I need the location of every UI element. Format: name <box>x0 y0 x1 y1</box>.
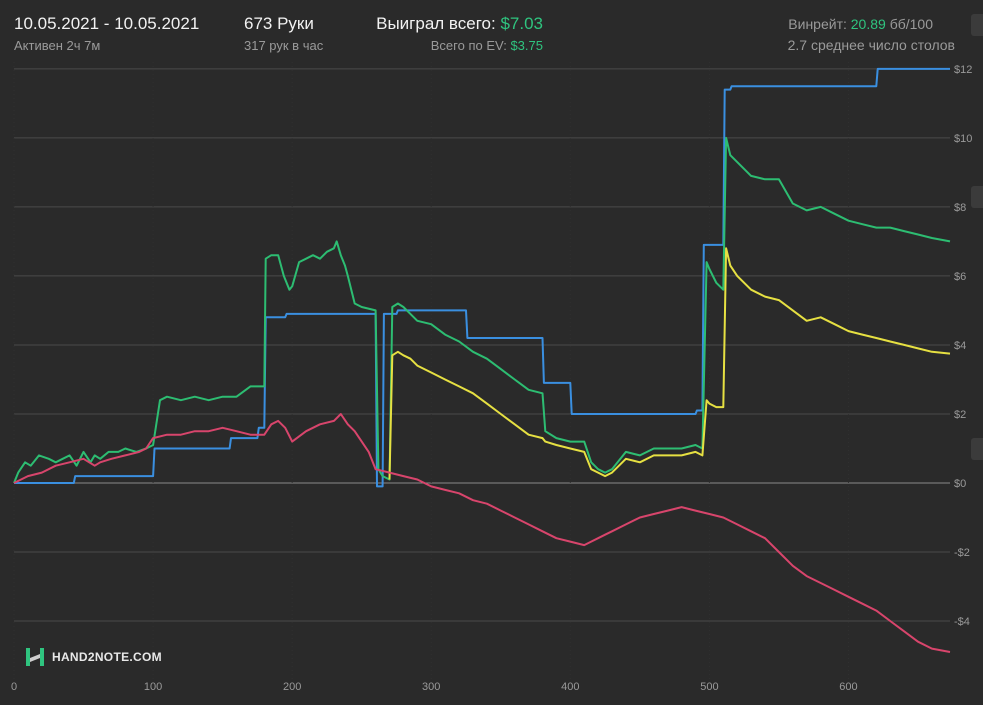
y-tick-label: $2 <box>954 409 966 421</box>
x-tick-label: 100 <box>144 681 162 693</box>
panel-handle-top[interactable] <box>971 14 983 36</box>
winrate-label: Винрейт: <box>788 16 847 32</box>
active-time: Активен 2ч 7м <box>14 38 101 53</box>
won-value: $7.03 <box>500 14 543 33</box>
y-tick-label: -$2 <box>954 547 970 559</box>
date-range: 10.05.2021 - 10.05.2021 <box>14 14 200 33</box>
panel-handle-low[interactable] <box>971 438 983 460</box>
ev-label: Всего по EV: <box>430 38 507 53</box>
hands-count: 673 Руки <box>244 14 314 33</box>
ev-value: $3.75 <box>510 38 543 53</box>
series-line-2 <box>13 136 951 484</box>
x-tick-label: 500 <box>700 681 718 693</box>
hand2note-logo-icon <box>26 648 44 666</box>
won-label: Выиграл всего: <box>376 14 496 33</box>
axis-ticks: $12 $10 $8 $6 $4 $2 $0 -$2 -$4 0 100 200 300 400 500 60… <box>11 64 972 693</box>
x-tick-label: 0 <box>11 681 17 693</box>
series-lines <box>13 67 951 653</box>
watermark: HAND2NOTE.COM <box>24 646 162 668</box>
summary-header: 10.05.2021 - 10.05.2021 Активен 2ч 7м 67… <box>0 0 983 80</box>
ev-total: Всего по EV: $3.75 <box>431 38 543 53</box>
y-tick-label: -$4 <box>954 616 970 628</box>
x-tick-label: 400 <box>561 681 579 693</box>
won-total: Выиграл всего: $7.03 <box>376 14 543 34</box>
winrate-value: 20.89 <box>850 16 886 32</box>
y-tick-label: $8 <box>954 202 966 214</box>
series-line-1 <box>14 67 950 488</box>
y-tick-label: $12 <box>954 64 972 76</box>
y-tick-label: $0 <box>954 478 966 490</box>
grid <box>13 62 950 682</box>
watermark-text: HAND2NOTE.COM <box>52 650 162 664</box>
winrate: Винрейт: 20.89 бб/100 <box>788 16 933 32</box>
x-tick-label: 200 <box>283 681 301 693</box>
y-tick-label: $4 <box>954 340 966 352</box>
series-line-3 <box>388 247 951 480</box>
series-line-4 <box>13 413 951 653</box>
x-tick-label: 300 <box>422 681 440 693</box>
winrate-unit: бб/100 <box>889 16 933 32</box>
y-tick-label: $6 <box>954 271 966 283</box>
y-tick-label: $10 <box>954 133 972 145</box>
hands-per-hour: 317 рук в час <box>244 38 324 53</box>
panel-handle-mid[interactable] <box>971 186 983 208</box>
avg-tables: 2.7 среднее число столов <box>787 37 955 53</box>
x-tick-label: 600 <box>839 681 857 693</box>
